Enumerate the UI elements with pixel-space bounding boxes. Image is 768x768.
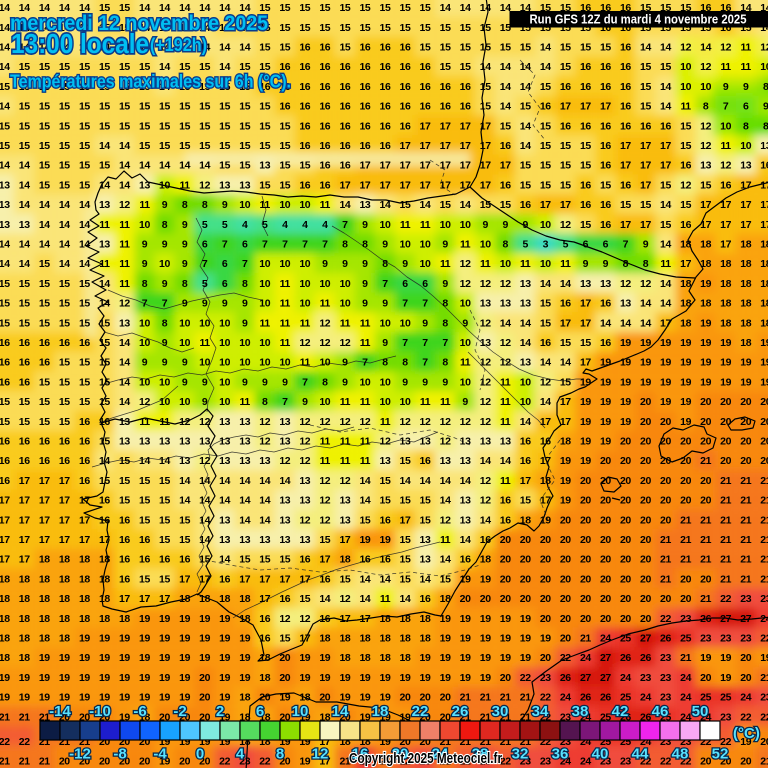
svg-text:18: 18 bbox=[372, 703, 389, 720]
svg-text:0: 0 bbox=[196, 746, 204, 763]
svg-text:-4: -4 bbox=[153, 746, 167, 763]
svg-text:-6: -6 bbox=[133, 703, 146, 720]
svg-text:-14: -14 bbox=[49, 703, 71, 720]
svg-text:6: 6 bbox=[256, 703, 264, 720]
svg-text:26: 26 bbox=[452, 703, 469, 720]
svg-text:46: 46 bbox=[652, 703, 669, 720]
svg-text:(°C): (°C) bbox=[733, 725, 760, 742]
svg-text:10: 10 bbox=[292, 703, 309, 720]
svg-text:13:00 locale: 13:00 locale bbox=[11, 28, 149, 59]
svg-text:14: 14 bbox=[332, 703, 349, 720]
svg-text:-12: -12 bbox=[69, 746, 91, 763]
svg-text:Run GFS 12Z du mardi 4 novembr: Run GFS 12Z du mardi 4 novembre 2025 bbox=[530, 12, 747, 27]
svg-text:30: 30 bbox=[492, 703, 509, 720]
svg-text:44: 44 bbox=[632, 746, 649, 763]
svg-text:12: 12 bbox=[312, 746, 329, 763]
svg-text:-10: -10 bbox=[89, 703, 111, 720]
svg-text:36: 36 bbox=[552, 746, 569, 763]
svg-text:38: 38 bbox=[572, 703, 589, 720]
svg-text:40: 40 bbox=[592, 746, 609, 763]
svg-text:34: 34 bbox=[532, 703, 549, 720]
svg-text:-2: -2 bbox=[173, 703, 186, 720]
svg-text:50: 50 bbox=[692, 703, 709, 720]
svg-text:-8: -8 bbox=[113, 746, 126, 763]
svg-text:32: 32 bbox=[512, 746, 529, 763]
svg-text:2: 2 bbox=[216, 703, 224, 720]
svg-text:8: 8 bbox=[276, 746, 284, 763]
svg-text:22: 22 bbox=[412, 703, 429, 720]
svg-text:(+192h): (+192h) bbox=[150, 35, 207, 55]
svg-text:42: 42 bbox=[612, 703, 629, 720]
svg-text:Copyright 2025 Meteociel.fr: Copyright 2025 Meteociel.fr bbox=[349, 751, 502, 767]
svg-text:52: 52 bbox=[712, 746, 729, 763]
svg-text:Températures maximales sur 6h: Températures maximales sur 6h (°C). bbox=[10, 71, 291, 92]
svg-text:48: 48 bbox=[672, 746, 689, 763]
svg-text:4: 4 bbox=[236, 746, 245, 763]
